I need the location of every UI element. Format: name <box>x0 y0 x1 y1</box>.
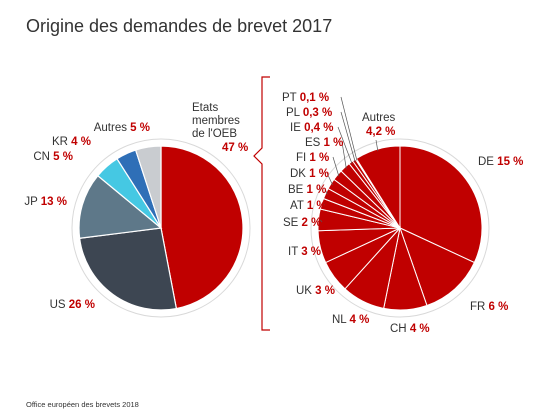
source-note: Office européen des brevets 2018 <box>26 400 139 409</box>
right-label-autres: Autres4,2 % <box>362 112 395 138</box>
right-label-es: ES 1 % <box>305 137 343 149</box>
right-label-dk: DK 1 % <box>290 168 329 180</box>
right-label-ie: IE 0,4 % <box>290 122 333 134</box>
right-label-se: SE 2 % <box>283 217 321 229</box>
right-label-be: BE 1 % <box>288 184 326 196</box>
chart-title: Origine des demandes de brevet 2017 <box>26 16 332 36</box>
right-pie <box>311 97 489 317</box>
right-label-at: AT 1 % <box>290 200 327 212</box>
left-label-cn: CN 5 % <box>33 151 73 163</box>
left-slice-etats-membres-de-l-oeb <box>161 146 243 309</box>
right-label-uk: UK 3 % <box>296 285 335 297</box>
left-label-jp: JP 13 % <box>24 196 67 208</box>
left-slice-us <box>80 228 177 310</box>
right-pie-slices <box>318 146 482 310</box>
leader-line-fi <box>333 157 339 176</box>
right-label-it: IT 3 % <box>288 246 321 258</box>
right-label-fr: FR 6 % <box>470 301 508 313</box>
left-label-us: US 26 % <box>50 299 95 311</box>
right-label-pt: PT 0,1 % <box>282 92 329 104</box>
left-pie <box>72 139 250 317</box>
left-pie-slices <box>79 146 243 310</box>
left-label-etats-membres-de-l-oeb: Etatsmembresde l'OEB47 % <box>192 102 248 154</box>
right-label-pl: PL 0,3 % <box>286 107 332 119</box>
breakdown-bracket <box>254 77 270 330</box>
right-label-nl: NL 4 % <box>332 314 369 326</box>
right-label-de: DE 15 % <box>478 156 523 168</box>
right-label-ch: CH 4 % <box>390 323 430 335</box>
right-label-fi: FI 1 % <box>296 152 329 164</box>
left-label-kr: KR 4 % <box>52 136 91 148</box>
left-label-autres: Autres 5 % <box>94 122 150 134</box>
